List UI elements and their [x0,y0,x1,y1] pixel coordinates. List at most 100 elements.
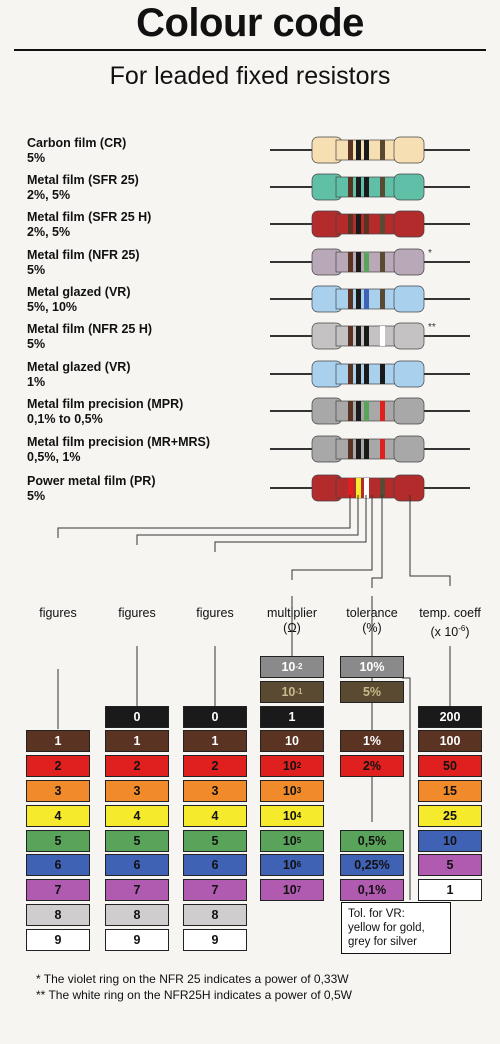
colour-band [380,439,385,459]
colour-band [380,214,385,234]
cell-value: 10 [443,833,457,848]
cell-value: 10 [282,759,297,774]
colour-band [364,214,369,234]
colour-cell-blue: 10 [418,829,482,852]
cell-value: 1 [54,734,62,749]
cell-value: 2 [54,759,62,774]
resistor-tolerance: 0,1% to 0,5% [27,412,103,426]
cell-value: 4 [133,808,141,823]
colour-band [348,289,353,309]
colour-cell-orange: 3 [183,780,247,802]
footnote-marker: * [428,248,432,259]
resistor-body-cap [393,474,425,502]
colour-cell-blue: 6 [105,854,169,877]
cell-value: 10 [281,684,296,699]
colour-cell-green: 5 [26,829,90,852]
column-header-label: tolerance [346,606,398,620]
colour-band [348,439,353,459]
colour-band [348,140,353,160]
colour-band [380,140,385,160]
resistor-tolerance: 2%, 5% [27,225,71,239]
colour-band [356,140,361,160]
colour-cell-red: 2 [183,755,247,778]
cell-value: 2 [211,759,219,774]
resistor-body-cap [393,397,425,425]
colour-cell-white: 9 [26,928,90,951]
unit-text: (x 10 [430,625,459,640]
cell-value: 6 [133,858,141,873]
cell-value: 8 [133,908,141,922]
colour-band [348,364,353,384]
cell-value: 4 [54,808,62,823]
colour-band [356,326,361,346]
colour-band [380,478,385,498]
colour-cell-brown: 10 [260,730,324,753]
colour-cell-brown: 100 [418,730,482,753]
cell-value: 50 [443,759,457,774]
resistor-tolerance: 5%, 10% [27,300,78,314]
colour-band [356,439,361,459]
colour-cell-silver: 10 -2 [260,656,324,678]
leader-line [57,495,351,538]
column-header-unit: (Ω) [252,621,332,636]
colour-band [364,252,369,272]
resistor-name: Metal film (SFR 25 H) [27,210,152,224]
colour-cell-gold: 5% [340,680,404,703]
resistor-tolerance: 5% [27,489,46,503]
unit-text: ) [465,625,470,640]
colour-band [364,439,369,459]
resistor-name: Metal film precision (MR+MRS) [27,435,211,449]
colour-band [364,326,369,346]
colour-band [380,289,385,309]
resistor-body-cap [393,285,425,313]
column-header-label: figures [118,606,156,620]
cell-value: 1 [133,734,141,749]
connector-line [402,677,411,900]
colour-cell-grey: 8 [183,904,247,926]
colour-band [380,401,385,421]
colour-band [380,252,385,272]
resistor-label: Metal film (SFR 25 H) 2%, 5% [27,210,151,240]
colour-cell-blue: 6 [26,854,90,877]
colour-cell-red: 2 [26,755,90,778]
cell-value: 8 [211,908,219,922]
tol-note-line2: yellow for gold, [348,922,425,934]
colour-cell-red: 2% [340,755,404,778]
cell-value: 200 [439,709,461,724]
footnote-marker: ** [428,322,436,333]
resistor-name: Metal film (NFR 25 H) [27,322,153,336]
leader-line [409,495,451,586]
title-divider [14,49,486,51]
resistor-label: Metal film precision (MPR) 0,1% to 0,5% [27,397,183,427]
resistor-label: Metal film (SFR 25) 2%, 5% [27,173,139,203]
cell-value: 10 [282,784,297,798]
colour-cell-green: 0,5% [340,829,404,852]
cell-value: 3 [211,784,219,798]
page-title: Colour code [136,1,364,45]
colour-cell-silver: 10% [340,656,404,678]
colour-band [364,140,369,160]
cell-value: 10 [281,660,296,674]
cell-value: 0 [211,709,219,724]
cell-value: 0,25% [354,858,390,873]
cell-value: 5 [211,833,219,848]
colour-band [348,401,353,421]
cell-value: 10 [282,883,297,898]
resistor-tolerance: 5% [27,263,46,277]
colour-cell-orange: 15 [418,780,482,802]
colour-cell-green: 10 5 [260,829,324,852]
colour-band [348,214,353,234]
column-header: figures [175,606,255,621]
colour-cell-orange: 3 [105,780,169,802]
resistor-body-cap [393,360,425,388]
cell-value: 2 [133,759,141,774]
cell-value: 3 [133,784,141,798]
resistor-name: Carbon film (CR) [27,136,127,150]
colour-cell-black: 0 [105,705,169,728]
cell-value: 6 [211,858,219,873]
cell-value: 10% [359,660,385,674]
colour-band [356,289,361,309]
column-header-unit: (x 10-6) [410,621,490,640]
colour-cell-red: 10 2 [260,755,324,778]
